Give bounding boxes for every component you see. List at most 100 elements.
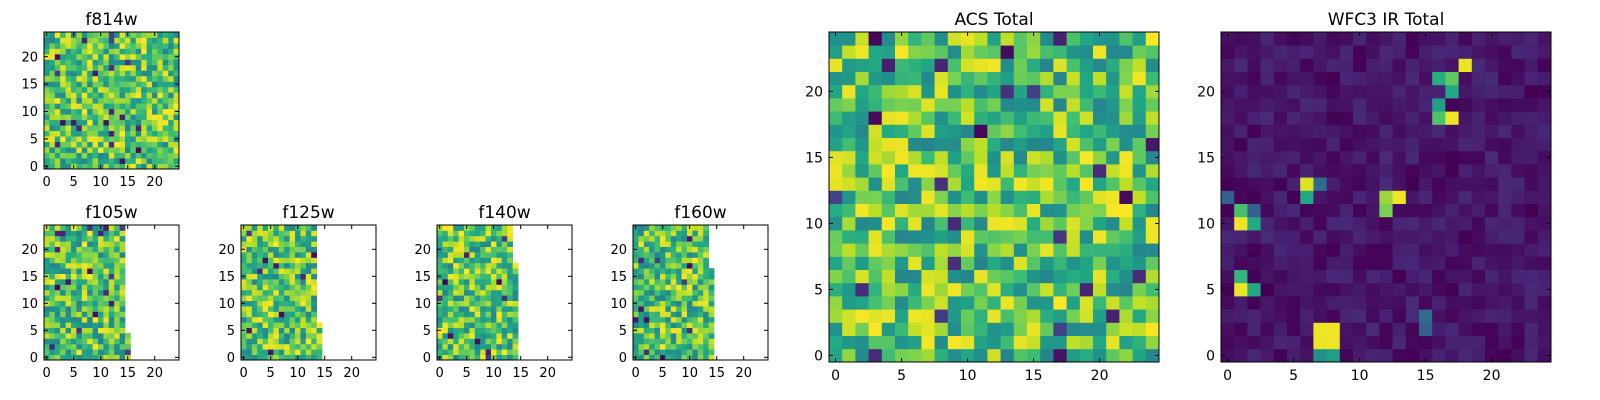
heatmap-cell (491, 230, 497, 237)
heatmap-cell (49, 257, 56, 264)
heatmap-cell (65, 257, 72, 264)
heatmap-cell (76, 136, 83, 142)
heatmap-cell (1093, 322, 1107, 336)
heatmap-cell (1537, 71, 1552, 86)
heatmap-cell (512, 306, 519, 312)
heatmap-cell (54, 119, 61, 126)
heatmap-cell (1300, 348, 1314, 363)
heatmap-cell (54, 349, 61, 355)
heatmap-cell (49, 316, 56, 323)
heatmap-cell (1132, 282, 1147, 297)
heatmap-cell (108, 235, 115, 242)
heatmap-cell (638, 316, 645, 323)
heatmap-cell (295, 279, 301, 285)
y-tick-label: 0 (1206, 348, 1215, 364)
heatmap-cell (125, 152, 131, 159)
heatmap-cell (162, 119, 169, 126)
heatmap-cell (1273, 203, 1288, 218)
heatmap-cell (660, 327, 666, 334)
heatmap-cell (633, 268, 639, 274)
heatmap-cell (289, 235, 296, 242)
heatmap-cell (1079, 335, 1094, 350)
heatmap-cell (114, 252, 120, 258)
heatmap-cell (881, 243, 896, 257)
heatmap-cell (92, 273, 99, 280)
heatmap-cell (1432, 32, 1446, 46)
heatmap-cell (92, 163, 99, 170)
heatmap-cell (1524, 137, 1539, 152)
heatmap-cell (157, 75, 164, 82)
heatmap-cell (98, 59, 104, 66)
heatmap-cell (1079, 71, 1094, 86)
heatmap-cell (103, 316, 110, 323)
heatmap-cell (130, 48, 137, 55)
heatmap-cell (681, 246, 688, 253)
heatmap-cell (708, 338, 715, 345)
heatmap-cell (268, 262, 274, 269)
heatmap-cell (65, 86, 72, 93)
heatmap-cell (1247, 309, 1261, 323)
heatmap-cell (60, 230, 66, 237)
heatmap-cell (135, 119, 142, 126)
heatmap-cell (692, 306, 699, 312)
heatmap-cell (44, 311, 50, 318)
heatmap-cell (76, 114, 83, 121)
heatmap-cell (654, 354, 661, 361)
heatmap-cell (868, 32, 883, 46)
heatmap-cell (638, 225, 645, 231)
heatmap-cell (649, 279, 655, 285)
heatmap-cell (1537, 296, 1552, 310)
heatmap-cell (1313, 203, 1327, 218)
heatmap-cell (676, 311, 682, 318)
heatmap-cell (480, 225, 486, 231)
heatmap-cell (146, 92, 153, 99)
heatmap-cell (1247, 269, 1261, 284)
heatmap-cell (1300, 58, 1314, 72)
heatmap-cell (81, 75, 88, 82)
heatmap-cell (92, 141, 99, 148)
heatmap-cell (311, 295, 317, 301)
heatmap-cell (908, 150, 922, 165)
heatmap-cell (921, 256, 935, 270)
heatmap-cell (643, 257, 650, 264)
heatmap-cell (60, 354, 66, 361)
heatmap-cell (1287, 282, 1301, 297)
heatmap-cell (447, 279, 454, 285)
heatmap-cell (76, 92, 83, 99)
heatmap-cell (295, 289, 301, 296)
heatmap-cell (697, 257, 704, 264)
heatmap-cell (643, 225, 650, 231)
heatmap-cell (257, 343, 263, 350)
heatmap-cell (1145, 335, 1160, 350)
heatmap-cell (268, 279, 274, 285)
heatmap-cell (1379, 243, 1393, 257)
heatmap-cell (638, 322, 645, 328)
heatmap-cell (141, 158, 147, 164)
heatmap-cell (65, 70, 72, 77)
heatmap-cell (501, 241, 508, 247)
heatmap-cell (49, 70, 56, 77)
heatmap-cell (1498, 335, 1512, 350)
heatmap-cell (1119, 177, 1133, 191)
heatmap-cell (1260, 124, 1275, 138)
heatmap-cell (1053, 282, 1067, 297)
heatmap-cell (162, 53, 169, 60)
heatmap-cell (649, 241, 655, 247)
heatmap-cell (162, 108, 169, 115)
heatmap-cell (660, 300, 666, 307)
heatmap-cell (491, 295, 497, 301)
heatmap-cell (1392, 216, 1407, 231)
heatmap-cell (81, 235, 88, 242)
heatmap-cell (1132, 256, 1147, 270)
heatmap-cell (842, 71, 856, 86)
heatmap-cell (480, 268, 486, 274)
heatmap-cell (458, 306, 465, 312)
heatmap-cell (670, 289, 677, 296)
heatmap-cell (934, 243, 949, 257)
heatmap-cell (1079, 111, 1094, 125)
heatmap-cell (868, 45, 883, 59)
heatmap-cell (76, 108, 83, 115)
heatmap-cell (1339, 309, 1354, 323)
heatmap-cell (1366, 216, 1380, 231)
heatmap-cell (1326, 150, 1341, 165)
